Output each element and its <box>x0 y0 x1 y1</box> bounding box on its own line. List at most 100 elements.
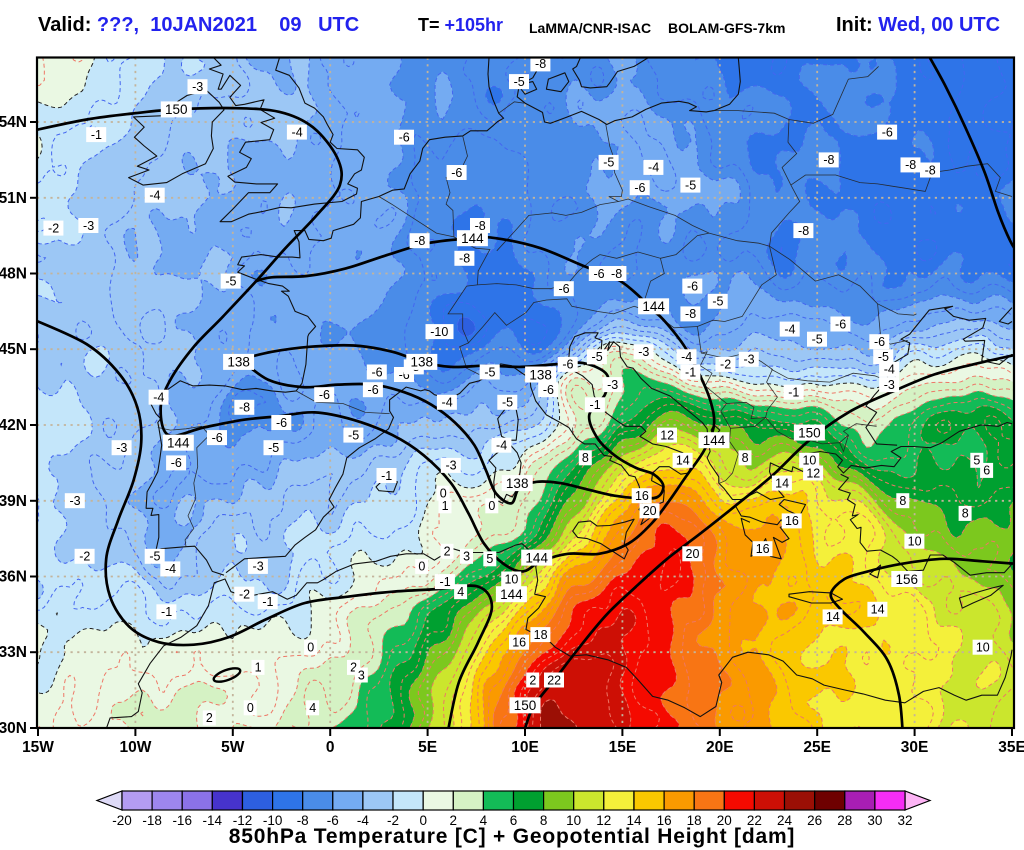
svg-text:-8: -8 <box>685 307 696 321</box>
svg-text:54N: 54N <box>0 114 27 131</box>
svg-text:-8: -8 <box>925 163 936 177</box>
svg-text:12: 12 <box>660 428 674 442</box>
svg-text:-5: -5 <box>268 441 279 455</box>
svg-text:16: 16 <box>657 813 672 828</box>
svg-text:30E: 30E <box>901 739 929 756</box>
svg-text:-4: -4 <box>442 396 453 410</box>
svg-text:-2: -2 <box>387 813 399 828</box>
svg-text:-3: -3 <box>884 378 895 392</box>
svg-text:15E: 15E <box>609 739 637 756</box>
svg-text:-5: -5 <box>712 295 723 309</box>
svg-text:25E: 25E <box>803 739 831 756</box>
svg-text:-3: -3 <box>116 441 127 455</box>
svg-text:15W: 15W <box>22 739 54 756</box>
svg-text:0: 0 <box>440 487 447 501</box>
svg-text:150: 150 <box>798 425 821 440</box>
svg-text:1: 1 <box>255 661 262 675</box>
svg-text:-5: -5 <box>149 550 160 564</box>
svg-text:-6: -6 <box>212 431 223 445</box>
svg-text:144: 144 <box>500 587 523 602</box>
svg-text:18: 18 <box>534 628 548 642</box>
svg-text:-6: -6 <box>319 388 330 402</box>
svg-text:144: 144 <box>703 433 726 448</box>
svg-text:0: 0 <box>488 499 495 513</box>
svg-text:-5: -5 <box>484 365 495 379</box>
svg-text:-3: -3 <box>69 494 80 508</box>
svg-text:-4: -4 <box>153 391 164 405</box>
svg-text:5E: 5E <box>418 739 437 756</box>
svg-text:-1: -1 <box>440 575 451 589</box>
svg-text:-6: -6 <box>399 131 410 145</box>
svg-text:150: 150 <box>514 698 537 713</box>
svg-text:144: 144 <box>525 550 548 565</box>
svg-text:33N: 33N <box>0 644 27 661</box>
svg-text:-1: -1 <box>262 595 273 609</box>
svg-text:6: 6 <box>510 813 518 828</box>
svg-text:26: 26 <box>807 813 822 828</box>
svg-text:36N: 36N <box>0 569 27 586</box>
svg-text:-6: -6 <box>399 368 410 382</box>
svg-text:10: 10 <box>976 641 990 655</box>
svg-text:30N: 30N <box>0 720 27 737</box>
svg-text:138: 138 <box>227 355 250 370</box>
svg-text:14: 14 <box>871 603 885 617</box>
svg-text:-3: -3 <box>253 560 264 574</box>
svg-text:5W: 5W <box>221 739 245 756</box>
svg-text:3: 3 <box>463 550 470 564</box>
svg-text:14: 14 <box>676 454 690 468</box>
svg-text:-14: -14 <box>203 813 223 828</box>
svg-text:-8: -8 <box>535 57 546 71</box>
svg-text:-18: -18 <box>142 813 162 828</box>
svg-text:-3: -3 <box>638 345 649 359</box>
svg-text:-6: -6 <box>171 456 182 470</box>
svg-text:-10: -10 <box>263 813 283 828</box>
svg-text:-2: -2 <box>239 588 250 602</box>
svg-text:5: 5 <box>486 552 493 566</box>
svg-text:-4: -4 <box>648 161 659 175</box>
svg-text:-20: -20 <box>112 813 132 828</box>
svg-text:-8: -8 <box>459 252 470 266</box>
svg-text:4: 4 <box>480 813 488 828</box>
svg-text:2: 2 <box>350 661 357 675</box>
svg-text:14: 14 <box>826 610 840 624</box>
svg-text:-4: -4 <box>496 439 507 453</box>
svg-text:-5: -5 <box>878 350 889 364</box>
svg-text:0: 0 <box>419 813 427 828</box>
svg-text:8: 8 <box>540 813 548 828</box>
svg-text:-6: -6 <box>835 317 846 331</box>
svg-text:-5: -5 <box>225 274 236 288</box>
svg-text:-3: -3 <box>607 378 618 392</box>
svg-text:2: 2 <box>450 813 458 828</box>
svg-text:5: 5 <box>973 454 980 468</box>
svg-text:-4: -4 <box>784 322 795 336</box>
svg-text:16: 16 <box>635 489 649 503</box>
svg-text:-5: -5 <box>592 350 603 364</box>
svg-text:-6: -6 <box>327 813 339 828</box>
svg-text:-3: -3 <box>192 80 203 94</box>
svg-text:22: 22 <box>747 813 762 828</box>
svg-text:138: 138 <box>506 476 529 491</box>
svg-text:14: 14 <box>626 813 642 828</box>
svg-text:30: 30 <box>867 813 882 828</box>
svg-text:-6: -6 <box>276 416 287 430</box>
svg-text:-1: -1 <box>381 469 392 483</box>
svg-text:-4: -4 <box>292 125 303 139</box>
svg-text:20: 20 <box>717 813 732 828</box>
svg-text:10W: 10W <box>119 739 151 756</box>
svg-text:-6: -6 <box>634 181 645 195</box>
svg-text:10E: 10E <box>511 739 539 756</box>
svg-text:20E: 20E <box>706 739 734 756</box>
svg-text:-5: -5 <box>685 178 696 192</box>
svg-text:16: 16 <box>756 542 770 556</box>
svg-text:150: 150 <box>165 102 188 117</box>
svg-text:-12: -12 <box>233 813 253 828</box>
svg-text:3: 3 <box>358 668 365 682</box>
svg-text:-2: -2 <box>79 550 90 564</box>
svg-text:22: 22 <box>547 673 561 687</box>
svg-text:850hPa Temperature [C] + Geopo: 850hPa Temperature [C] + Geopotential He… <box>229 825 795 848</box>
svg-text:144: 144 <box>167 436 190 451</box>
svg-text:-6: -6 <box>882 125 893 139</box>
svg-text:14: 14 <box>775 476 789 490</box>
svg-text:20: 20 <box>686 547 700 561</box>
svg-text:138: 138 <box>411 355 434 370</box>
